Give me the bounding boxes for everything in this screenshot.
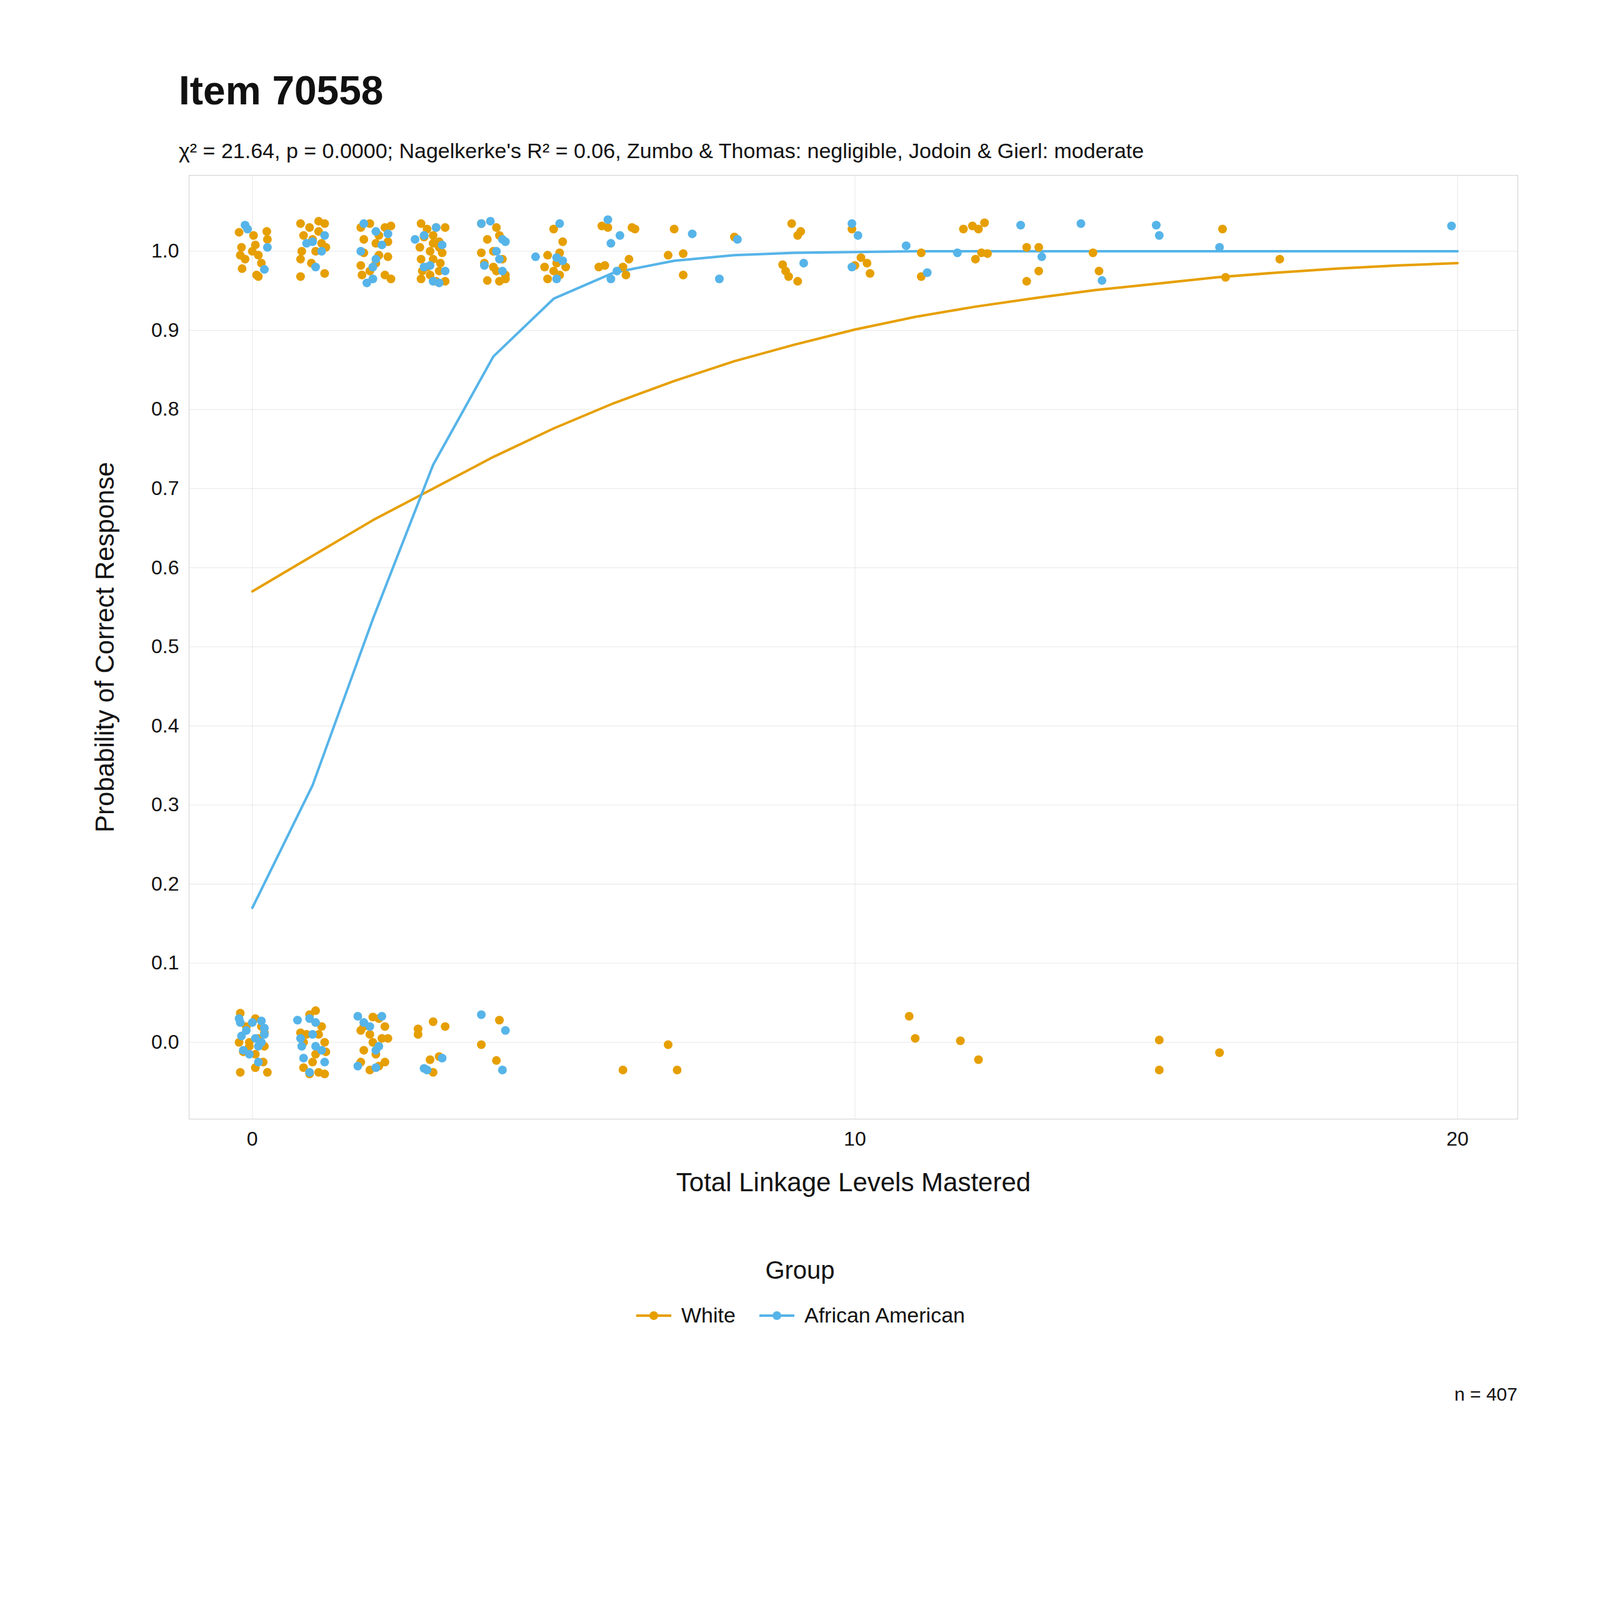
svg-text:0.6: 0.6 [151, 556, 179, 579]
svg-text:0.5: 0.5 [151, 635, 179, 658]
svg-text:0.0: 0.0 [151, 1030, 179, 1054]
svg-text:10: 10 [843, 1127, 867, 1150]
svg-text:0.3: 0.3 [151, 793, 179, 816]
html-text:Group: Group [765, 1256, 835, 1284]
svg-text:Total Linkage Levels Mastered: Total Linkage Levels Mastered [676, 1167, 1031, 1197]
html-text:n = 407: n = 407 [1454, 1383, 1518, 1405]
svg-text:0.7: 0.7 [151, 476, 179, 500]
svg-text:0.8: 0.8 [151, 397, 179, 420]
svg-text:0: 0 [246, 1127, 259, 1150]
html-text:χ² = 21.64, p = 0.0000; Nagelk: χ² = 21.64, p = 0.0000; Nagelkerke's R² … [178, 139, 1144, 163]
html-text:African American: African American [804, 1303, 965, 1327]
svg-text:0.2: 0.2 [151, 872, 179, 895]
html-text:White: White [681, 1303, 736, 1327]
svg-text:0.1: 0.1 [151, 951, 179, 974]
html-text:Item 70558: Item 70558 [178, 68, 384, 114]
svg-text:1.0: 1.0 [151, 239, 179, 262]
svg-text:0.4: 0.4 [151, 714, 179, 737]
svg-text:20: 20 [1446, 1127, 1469, 1150]
svg-text:0.9: 0.9 [151, 318, 179, 342]
svg-text:Probability of Correct Respons: Probability of Correct Response [90, 461, 120, 833]
